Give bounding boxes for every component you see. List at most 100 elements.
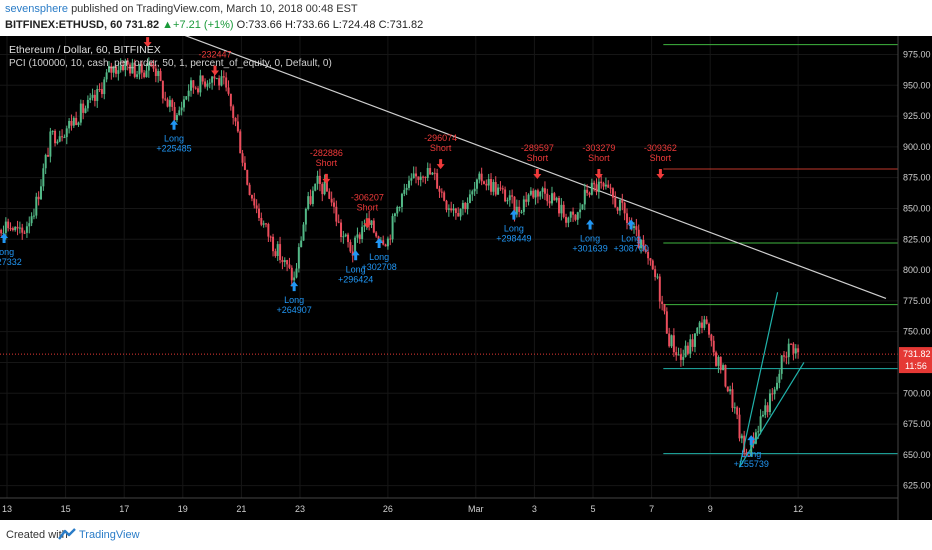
chart-area[interactable]: Long+227332ShortLong+225485-232447Long+2… [0,36,932,520]
price-tick-label: 700.00 [903,388,931,398]
price-axis [898,36,932,520]
candle-body [642,239,645,250]
candle-body [794,348,797,354]
candle-body [328,191,331,199]
candle-body [32,215,35,217]
candle-body [590,182,593,195]
candle-body [220,76,223,86]
candle-body [351,251,354,256]
candle-body [651,260,654,270]
candle-body [178,110,181,116]
price-tick-label: 950.00 [903,80,931,90]
candle-body [126,60,129,65]
candle-body [504,189,507,202]
candle-body [546,193,549,202]
indicator-legend[interactable]: PCI (100000, 10, cash_per_order, 50, 1, … [9,58,332,69]
candle-body [558,197,561,214]
candle-body [581,204,584,210]
current-price-badge [899,347,932,374]
long-arrow-icon [0,233,9,244]
candle-body [623,202,626,214]
candle-body [145,70,148,78]
signal-value: -296074 [424,133,457,143]
chart-legend-title: Ethereum / Dollar, 60, BITFINEX [9,44,161,56]
candle-body [0,229,3,234]
open-value: O:733.66 [236,19,282,31]
candle-body [740,435,743,439]
candle-body [797,348,800,353]
candle-body [304,209,307,225]
price-tick-label: 625.00 [903,481,931,491]
candle-body [700,322,703,328]
candle-body [89,97,92,100]
candle-body [377,236,380,241]
candle-body [295,268,298,278]
signal-label: Short [650,153,672,163]
candle-body [541,188,544,192]
candle-body [344,234,347,237]
candle-body [281,260,284,263]
candle-body [647,252,650,259]
candle-body [314,183,317,191]
signal-label: Long [284,295,304,305]
candle-body [717,356,720,366]
candle-body [604,184,607,187]
candle-body [75,117,78,126]
candle-body [309,196,312,204]
candle-body [550,193,553,204]
candle-body [640,239,643,249]
tradingview-brand[interactable]: TradingView [79,529,140,541]
candle-body [433,172,436,174]
candle-body [567,217,570,223]
candle-body [276,244,279,256]
price-chart[interactable]: Long+227332ShortLong+225485-232447Long+2… [0,36,932,520]
candle-body [246,169,249,185]
candle-body [279,244,282,261]
candle-body [415,173,418,177]
candle-body [11,228,14,231]
candle-body [719,356,722,371]
descending-trendline [184,36,887,299]
candle-body [340,222,343,237]
candle-body [691,339,694,347]
author-link[interactable]: sevensphere [5,3,68,15]
candle-body [302,224,305,241]
candle-body [372,220,375,233]
candle-body [672,335,675,353]
candle-body [747,455,750,457]
candle-body [232,106,235,118]
signal-label: Long [741,449,761,459]
candle-body [520,211,523,213]
created-with-text: Created with [6,529,68,541]
candle-body [131,62,134,74]
candle-body [4,221,7,233]
candle-body [633,226,636,228]
candle-body [668,333,671,347]
candle-body [347,234,350,243]
bar-countdown: 11:56 [905,361,927,371]
candle-body [445,200,448,210]
candle-body [689,339,692,354]
candle-body [325,181,328,192]
candle-body [330,198,333,203]
candle-body [518,206,521,212]
candle-body [773,389,776,395]
candle-body [316,175,319,184]
candle-body [187,90,190,97]
candle-body [468,194,471,203]
signal-value: -306207 [351,192,384,202]
candle-body [84,108,87,113]
candle-body [114,66,117,74]
signal-label: Short [527,153,549,163]
signal-value: +298449 [496,234,531,244]
candle-body [234,117,237,122]
candle-body [103,79,106,95]
candle-body [218,78,221,86]
candle-body [553,193,556,201]
candle-body [595,184,598,193]
candle-body [768,393,771,413]
candle-body [2,232,5,234]
tradingview-logo-icon[interactable] [58,527,76,541]
short-arrow-icon [322,173,331,184]
candle-body [117,70,120,74]
